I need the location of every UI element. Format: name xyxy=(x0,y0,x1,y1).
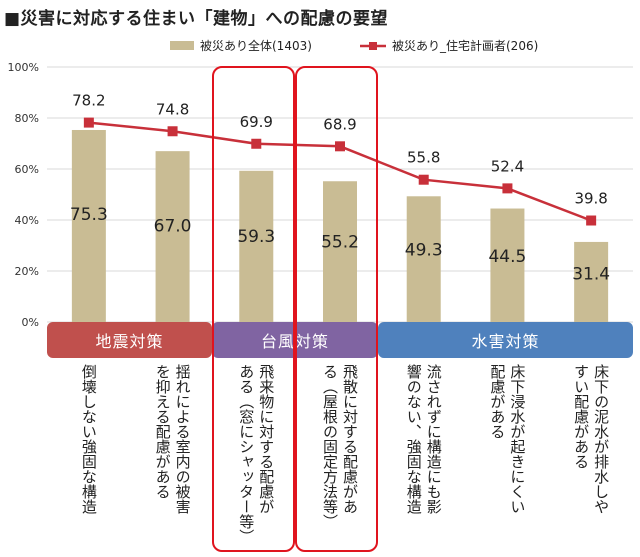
bar-value-label: 31.4 xyxy=(572,265,610,285)
line-value-label: 55.8 xyxy=(407,149,440,167)
line-value-label: 52.4 xyxy=(491,157,524,175)
line-value-label: 68.9 xyxy=(323,115,356,133)
y-tick-label: 80% xyxy=(15,112,39,125)
legend: 被災あり全体(1403) 被災あり_住宅計画者(206) xyxy=(170,38,538,53)
line-marker xyxy=(586,215,597,226)
x-category-label: 揺れによる室内の被害 を抑える配慮がある xyxy=(153,364,192,514)
bar-series: 75.3 67.0 59.3 55.2 49.3 44.5 31.4 xyxy=(70,129,610,322)
bar xyxy=(71,129,106,322)
highlight-frame-1 xyxy=(212,66,295,552)
x-category-label: 流されずに構造にも影 響のない、強固な構造 xyxy=(404,364,443,514)
bar-value-label: 75.3 xyxy=(70,205,108,225)
y-tick-label: 100% xyxy=(8,61,39,74)
bar-value-label: 55.2 xyxy=(321,232,359,252)
bar-value-label: 44.5 xyxy=(488,247,526,267)
line-marker xyxy=(167,126,178,137)
y-axis: 0% 20% 40% 60% 80% 100% xyxy=(8,61,39,329)
bar xyxy=(155,151,190,322)
bar xyxy=(239,170,274,322)
legend-swatch-bar xyxy=(170,41,194,50)
bar-value-label: 59.3 xyxy=(237,227,275,247)
line-series: 78.2 74.8 69.9 68.9 55.8 52.4 39.8 xyxy=(72,92,608,226)
line-marker xyxy=(251,138,262,149)
x-category-label: 床下浸水が起きにくい 配慮がある xyxy=(488,364,527,514)
legend-label-bar: 被災あり全体(1403) xyxy=(200,38,312,53)
line-value-label: 69.9 xyxy=(240,113,273,131)
line-marker xyxy=(502,183,513,194)
line-marker xyxy=(83,117,94,128)
y-tick-label: 20% xyxy=(15,265,39,278)
bar xyxy=(406,196,441,322)
legend-swatch-marker xyxy=(369,42,377,50)
group-band-flood: 水害対策 xyxy=(378,322,633,358)
line-value-label: 39.8 xyxy=(574,190,607,208)
y-tick-label: 0% xyxy=(22,316,39,329)
page-title: ■災害に対応する住まい「建物」への配慮の要望 xyxy=(4,9,389,29)
group-label-flood: 水害対策 xyxy=(471,332,540,351)
bar-value-label: 49.3 xyxy=(405,240,443,260)
line-marker xyxy=(418,174,429,185)
line-value-label: 78.2 xyxy=(72,92,105,110)
y-tick-label: 60% xyxy=(15,163,39,176)
group-label-earthquake: 地震対策 xyxy=(95,332,164,351)
bar xyxy=(490,208,525,322)
bar xyxy=(323,181,357,322)
line-value-label: 74.8 xyxy=(156,100,189,118)
x-category-label: 床下の泥水が排水しや すい配慮がある xyxy=(572,364,611,514)
highlight-frame-2 xyxy=(295,66,378,552)
bar-value-label: 67.0 xyxy=(154,216,192,236)
line-marker xyxy=(335,141,345,152)
x-category-label: 倒壊しない強固な構造 xyxy=(79,364,98,514)
x-category-label: 飛来物に対する配慮が ある（窓にシャッター等） xyxy=(237,364,276,544)
y-tick-label: 40% xyxy=(15,214,39,227)
legend-label-line: 被災あり_住宅計画者(206) xyxy=(392,38,538,53)
bar xyxy=(574,241,609,322)
x-category-label: 飛散に対する配慮があ る（屋根の固定方法等） xyxy=(321,364,359,529)
group-band-earthquake: 地震対策 xyxy=(47,322,212,358)
